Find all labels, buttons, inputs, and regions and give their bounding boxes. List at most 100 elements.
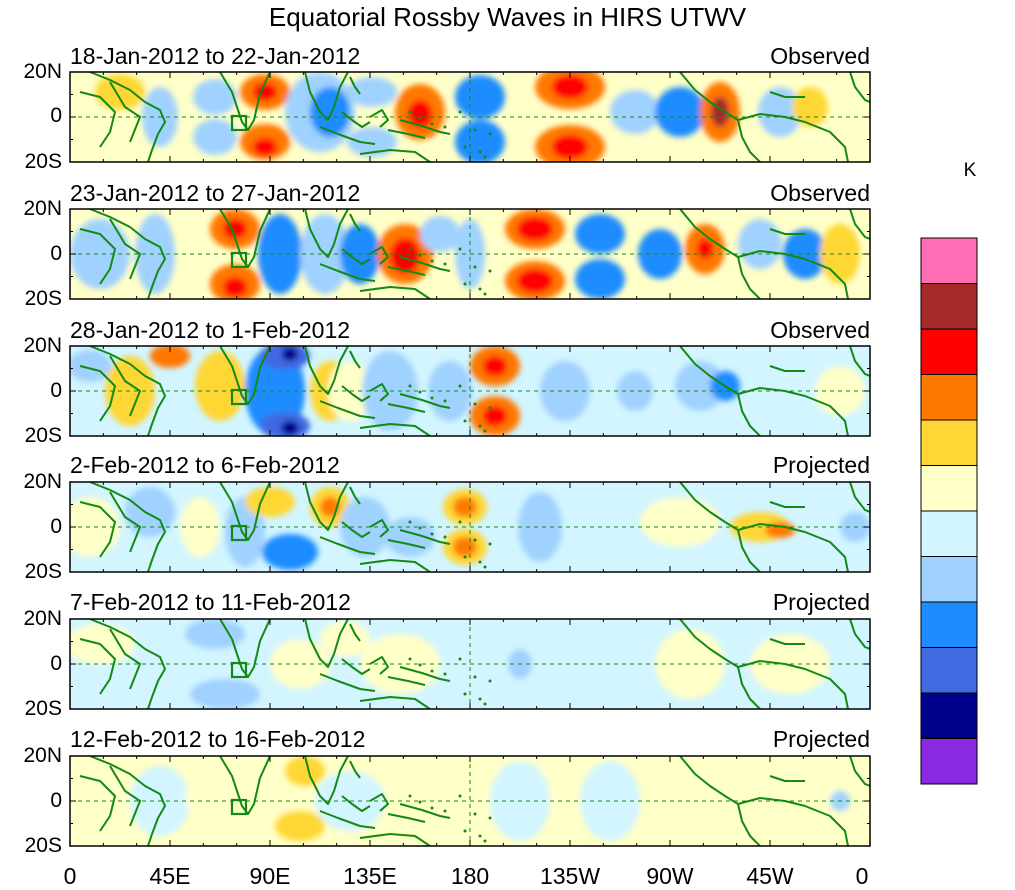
y-label-20n: 20N [23,607,62,630]
coastline [79,775,116,832]
coastline [359,559,431,572]
coastline [219,209,271,268]
coastline [679,346,739,395]
panel-date-range: 28-Jan-2012 to 1-Feb-2012 [70,317,351,343]
coastline [399,529,451,545]
panel-header: 28-Jan-2012 to 1-Feb-2012 Observed [70,316,870,344]
coastline [219,756,271,815]
map-panel [69,755,871,847]
y-label-0: 0 [50,789,62,812]
island-dot [430,259,434,263]
coastline [89,619,166,709]
panel-status: Projected [772,726,870,752]
island-dot [473,812,477,816]
panel-date-range: 23-Jan-2012 to 27-Jan-2012 [70,180,361,206]
coastline [349,623,361,642]
panel-field [70,72,870,162]
colorbar-swatch [920,374,978,421]
coastline [319,126,376,145]
y-label-0: 0 [50,652,62,675]
panel-field [70,346,870,436]
coastline [399,119,451,135]
anomaly-blob [455,75,505,119]
coastline [304,346,349,395]
coastline [319,536,376,555]
island-dot [430,396,434,400]
coastline [679,756,739,805]
map-panels [69,71,871,847]
anomaly-blob [95,74,145,110]
panel-date-range: 12-Feb-2012 to 16-Feb-2012 [70,726,366,752]
coastline [399,393,451,409]
coastlines [79,209,870,299]
anomaly-blob [70,764,135,808]
panel-field [70,756,870,846]
coastline [769,91,805,98]
island-dot [430,669,434,673]
coastline [79,91,116,148]
y-label-0: 0 [50,515,62,538]
coastline [769,501,805,508]
anomaly-blob [540,361,590,421]
coastline [109,218,141,280]
island-dot [463,419,467,423]
panel-header: 7-Feb-2012 to 11-Feb-2012 Projected [70,588,870,616]
panel-header: 2-Feb-2012 to 6-Feb-2012 Projected [70,451,870,479]
island-dot [463,829,467,833]
island-dot [463,555,467,559]
y-label-20s: 20S [24,834,62,857]
anomaly-blob [185,766,245,826]
panel-status: Projected [772,452,870,478]
anomaly-blob [193,79,237,115]
coastline [769,365,805,372]
coastline [349,760,361,779]
island-dot [473,538,477,542]
coastline [219,482,271,541]
coastline [737,119,761,162]
anomaly-blob [655,87,705,137]
island-dot [483,155,487,159]
coastline [737,387,849,436]
colorbar-swatch [920,510,978,557]
coastline [387,129,426,139]
anomaly-blob [230,761,270,791]
anomaly-blob [253,83,277,101]
island-dot [408,520,412,524]
coastline [769,775,805,782]
island-dot [463,692,467,696]
island-dot [483,565,487,569]
coastline [219,619,271,678]
colorbar-swatch [920,556,978,603]
figure-title: Equatorial Rossby Waves in HIRS UTWV [268,2,747,32]
coastline [737,256,761,299]
target-box-marker [230,524,248,542]
coastline [387,539,426,549]
anomaly-blob [552,135,588,159]
coastline [737,797,849,846]
island-dot [488,132,492,136]
anomaly-blob [453,497,477,517]
colorbar-swatch [920,328,978,375]
anomaly-blob [135,214,175,294]
y-label-20n: 20N [23,744,62,767]
anomaly-blob [270,639,330,689]
panel-date-range: 7-Feb-2012 to 11-Feb-2012 [70,589,351,615]
coastline [387,266,426,276]
colorbar-unit: K [963,160,977,181]
anomaly-blob [150,346,190,368]
coastline [219,72,271,131]
target-box-marker [230,388,248,406]
y-label-20n: 20N [23,334,62,357]
island-dot [473,128,477,132]
anomaly-blob [185,619,245,649]
colorbar-swatch [920,465,978,512]
coastline [319,263,376,282]
coastline [89,482,166,572]
coastline [369,519,389,538]
panel-field [70,619,870,709]
coastline [387,813,426,823]
island-dot [488,679,492,683]
target-box-marker [230,114,248,132]
panel-status: Observed [770,180,870,206]
colorbar-swatch [920,738,978,785]
